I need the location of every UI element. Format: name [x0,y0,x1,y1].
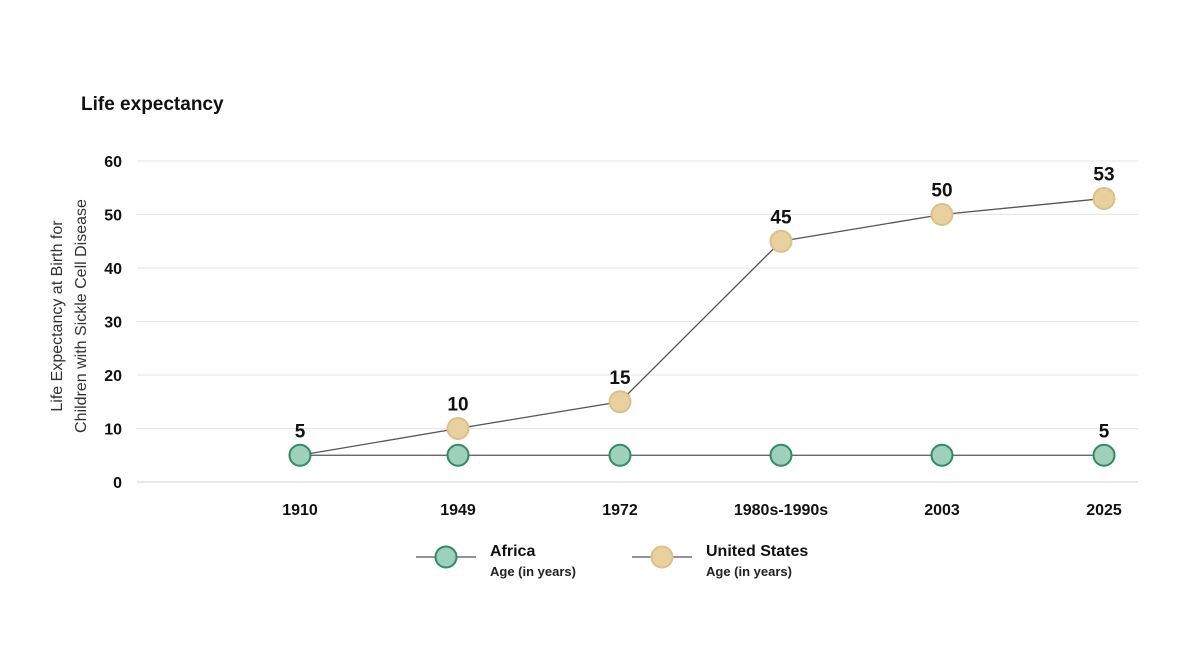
legend-sublabel: Age (in years) [490,564,576,579]
data-point [608,390,632,414]
series-line-united-states [299,197,1105,456]
data-point [930,203,954,226]
data-point [288,443,312,467]
data-label: 53 [1093,164,1114,185]
legend-marker [650,545,674,569]
data-label: 50 [931,181,952,202]
legend-label: United States [706,543,808,560]
x-tick-label: 1949 [440,502,476,519]
y-tick-label: 30 [104,315,122,332]
y-tick-label: 0 [113,475,122,492]
data-label: 45 [770,207,792,228]
y-tick-label: 40 [104,261,122,278]
data-label: 10 [447,395,468,416]
data-label: 5 [1099,421,1110,442]
x-tick-label: 1972 [602,502,638,519]
y-axis-label-line1: Life Expectancy at Birth for [49,220,66,412]
legend-label: Africa [490,543,535,560]
y-tick-label: 20 [104,368,122,385]
x-tick-label: 1980s-1990s [734,502,828,519]
data-point [446,443,470,467]
data-point [930,443,954,467]
legend-marker [434,545,458,569]
data-point [608,443,632,467]
x-tick-label: 1910 [282,502,318,519]
x-tick-label: 2003 [924,502,960,519]
data-label: 5 [295,421,306,442]
y-tick-label: 10 [104,422,122,439]
chart-title: Life expectancy [81,94,224,115]
data-point [1092,443,1116,467]
y-axis-label-line2: Children with Sickle Cell Disease [73,199,90,433]
data-point [1092,186,1116,210]
data-point [446,417,470,440]
y-tick-label: 50 [104,208,122,225]
data-point [769,229,793,253]
y-tick-label: 60 [104,154,122,171]
legend-sublabel: Age (in years) [706,564,792,579]
x-tick-label: 2025 [1086,502,1122,519]
data-point [769,443,793,467]
data-label: 15 [609,368,631,389]
